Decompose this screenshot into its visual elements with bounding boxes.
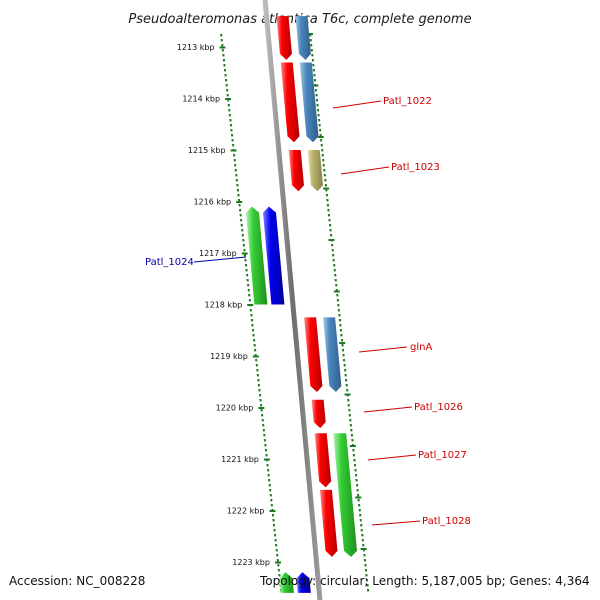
left-ruler-dotted	[220, 33, 283, 592]
gene-label-leader	[363, 406, 413, 413]
gene-label-patl_1026: Patl_1026	[414, 402, 463, 413]
gene-blue-unnamed-15	[296, 572, 311, 593]
gene-label-leader	[332, 100, 382, 109]
gene-label-patl_1028: Patl_1028	[422, 516, 471, 527]
gene-red-patl_1026	[311, 399, 326, 429]
kbp-tick-label: 1216 kbp	[193, 198, 231, 207]
kbp-tick-label: 1218 kbp	[205, 301, 243, 310]
right-ruler-dotted	[309, 33, 370, 592]
accession-text: Accession: NC_008228	[9, 574, 146, 588]
kbp-tick-label: 1223 kbp	[232, 558, 270, 567]
kbp-tick-label: 1217 kbp	[199, 249, 237, 258]
kbp-tick-label: 1222 kbp	[227, 507, 265, 516]
gene-label-leader	[340, 166, 390, 175]
gene-red-unnamed-8	[304, 317, 323, 393]
gene-green-unnamed-14	[279, 572, 294, 593]
gene-red-patl_1028	[319, 489, 338, 557]
topology-text: Topology: circular; Length: 5,187,005 bp…	[260, 574, 590, 588]
gene-label-patl_1024: Patl_1024	[145, 257, 194, 268]
kbp-tick-label: 1214 kbp	[182, 95, 220, 104]
gene-steelblue-patl_1022	[299, 62, 319, 143]
gene-red-unnamed-0	[276, 16, 292, 60]
gene-blue-unnamed-7	[262, 206, 285, 305]
gene-red-unnamed-11	[314, 433, 332, 488]
kbp-tick-label: 1215 kbp	[188, 146, 226, 155]
gene-steelblue-unnamed-1	[295, 16, 311, 60]
genome-backbone	[262, 0, 323, 600]
gene-label-leader	[358, 346, 408, 353]
kbp-tick-label: 1221 kbp	[221, 455, 259, 464]
gene-green-patl_1024	[245, 206, 268, 305]
gene-label-patl_1023: Patl_1023	[391, 162, 440, 173]
gene-label-patl_1022: Patl_1022	[383, 96, 432, 107]
gene-label-leader	[367, 454, 417, 461]
gene-green-patl_1027	[333, 433, 357, 557]
gene-label-leader	[193, 256, 247, 263]
tracks-layer: 1213 kbp 1214 kbp 1215 kbp 1216 kbp 1217 kbp…	[145, 0, 471, 600]
gene-label-leader	[371, 520, 421, 526]
kbp-tick-label: 1220 kbp	[216, 404, 254, 413]
gene-khaki-patl_1023	[307, 150, 323, 192]
gene-label-glna: glnA	[410, 342, 432, 353]
gene-red-unnamed-4	[288, 150, 304, 192]
gene-label-patl_1027: Patl_1027	[418, 450, 467, 461]
gene-red-unnamed-2	[280, 62, 300, 143]
kbp-tick-label: 1219 kbp	[210, 352, 248, 361]
kbp-tick-label: 1213 kbp	[177, 43, 215, 52]
gene-steelblue-glna	[323, 317, 342, 393]
